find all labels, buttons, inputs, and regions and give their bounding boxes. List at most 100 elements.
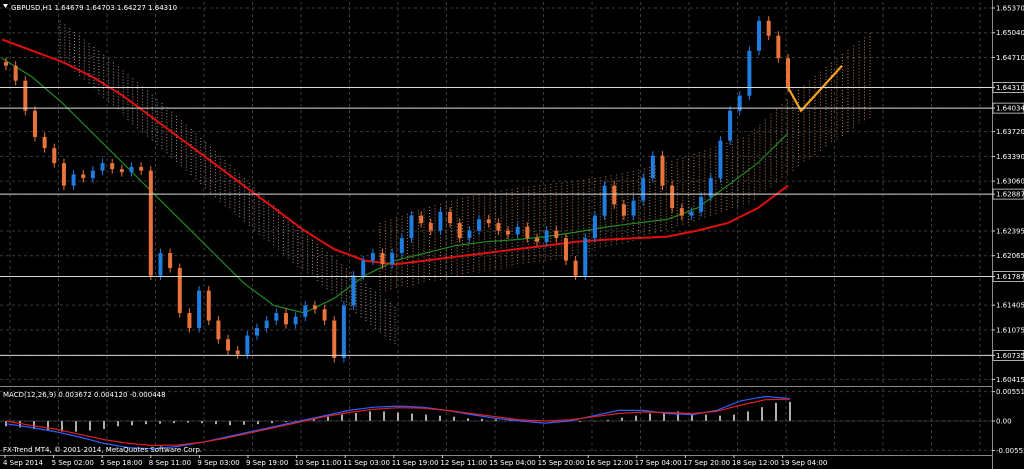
candle-body (573, 260, 578, 276)
price-tick-label: 1.65370 (996, 4, 1024, 12)
ma-slow-line (1, 38, 789, 266)
candle-body (61, 163, 66, 186)
projection-path[interactable] (787, 64, 843, 113)
candle-body (303, 305, 308, 317)
candle-body (274, 313, 279, 321)
candle-body (409, 215, 414, 239)
candle-body (216, 320, 221, 340)
candle-body (13, 65, 18, 81)
macd-pane[interactable] (0, 388, 992, 454)
time-tick-label: 16 Sep 12:00 (586, 459, 633, 467)
time-tick-label: 9 Sep 03:00 (197, 459, 239, 467)
candle-body (718, 140, 723, 179)
price-grid (0, 2, 992, 385)
candle-body (660, 155, 665, 186)
macd-tick-label: -0.005530 (996, 447, 1024, 455)
projection-line (787, 64, 843, 113)
price-tick-label: 1.61787 (996, 273, 1024, 281)
time-tick-label: 10 Sep 11:00 (295, 459, 342, 467)
candle-body (197, 290, 202, 329)
time-tick-label: 17 Sep 20:00 (683, 459, 730, 467)
macd-signal-line (5, 398, 791, 447)
horizontal-levels (0, 86, 992, 356)
candle-body (206, 290, 211, 321)
candle-body (534, 238, 539, 242)
price-tick-label: 1.63720 (996, 128, 1024, 136)
candle-body (245, 335, 250, 355)
price-tick-label: 1.62395 (996, 227, 1024, 235)
candle-body (129, 166, 134, 173)
candle-body (419, 215, 424, 224)
time-tick-label: 8 Sep 11:00 (149, 459, 191, 467)
candle-body (525, 226, 530, 239)
price-tick-label: 1.62887 (996, 191, 1024, 199)
price-tick-label: 1.64310 (996, 84, 1024, 92)
candle-body (563, 238, 568, 261)
candle-body (293, 316, 298, 325)
dropdown-triangle-icon[interactable] (3, 4, 8, 8)
candle-body (168, 253, 173, 269)
candle-body (42, 136, 47, 149)
time-tick-label: 11 Sep 19:00 (392, 459, 439, 467)
candle-body (766, 20, 771, 36)
price-tick-label: 1.62065 (996, 252, 1024, 260)
time-tick-label: 5 Sep 02:00 (52, 459, 94, 467)
candle-body (264, 320, 269, 329)
macd-lines (5, 395, 791, 450)
candle-body (641, 178, 646, 201)
candle-body (631, 200, 636, 216)
macd-tick-label: 0.005517 (996, 388, 1024, 396)
candle-body (670, 185, 675, 209)
time-tick-label: 12 Sep 11:00 (440, 459, 487, 467)
candle-body (583, 238, 588, 276)
candle-body (322, 309, 327, 321)
candle-body (448, 211, 453, 224)
candle-body (728, 110, 733, 141)
candle-body (71, 174, 76, 186)
candle-body (341, 305, 346, 359)
macd-header-text: MACD(12,26,9) 0.003672 0.004120 -0.00044… (3, 391, 166, 399)
time-axis[interactable]: 4 Sep 2014 5 Sep 02:00 5 Sep 18:00 8 Sep 11… (3, 455, 827, 467)
candle-body (737, 95, 742, 111)
candle-body (399, 238, 404, 254)
price-tick-label: 1.61405 (996, 302, 1024, 310)
macd-axis[interactable]: 0.005517 0.00 -0.005530 (992, 388, 1024, 455)
candle-body (747, 50, 752, 96)
candle-body (554, 230, 559, 239)
price-tick-label: 1.63390 (996, 153, 1024, 161)
candle-body (689, 211, 694, 216)
candle-body (90, 170, 95, 179)
candle-body (592, 215, 597, 239)
candle-body (81, 174, 86, 179)
candle-body (110, 163, 115, 170)
candle-body (312, 305, 317, 310)
candle-body (486, 219, 491, 224)
price-tick-label: 1.60415 (996, 376, 1024, 384)
candle-body (361, 260, 366, 276)
candle-body (351, 275, 356, 306)
candle-body (52, 148, 57, 164)
candle-body (390, 253, 395, 265)
candle-body (438, 211, 443, 231)
candle-body (699, 196, 704, 212)
price-tick-label: 1.61075 (996, 326, 1024, 334)
candle-body (457, 223, 462, 239)
candle-body (119, 169, 124, 173)
candle-body (235, 350, 240, 355)
candlesticks (4, 16, 790, 363)
candle-body (515, 226, 520, 235)
price-axis[interactable]: 1.65370 1.65040 1.64710 1.64310 1.64034 1.637… (992, 4, 1024, 384)
candle-body (32, 110, 37, 137)
candle-body (544, 230, 549, 242)
candle-body (4, 61, 8, 66)
candle-body (428, 223, 433, 231)
time-tick-label: 17 Sep 04:00 (635, 459, 682, 467)
candle-body (467, 230, 472, 239)
price-pane[interactable] (0, 2, 992, 385)
candle-body (187, 313, 192, 329)
candle-body (370, 253, 375, 261)
copyright-text: FX-Trend MT4, © 2001-2014, MetaQuotes So… (3, 446, 202, 454)
candle-body (23, 80, 28, 111)
candle-body (148, 170, 153, 276)
